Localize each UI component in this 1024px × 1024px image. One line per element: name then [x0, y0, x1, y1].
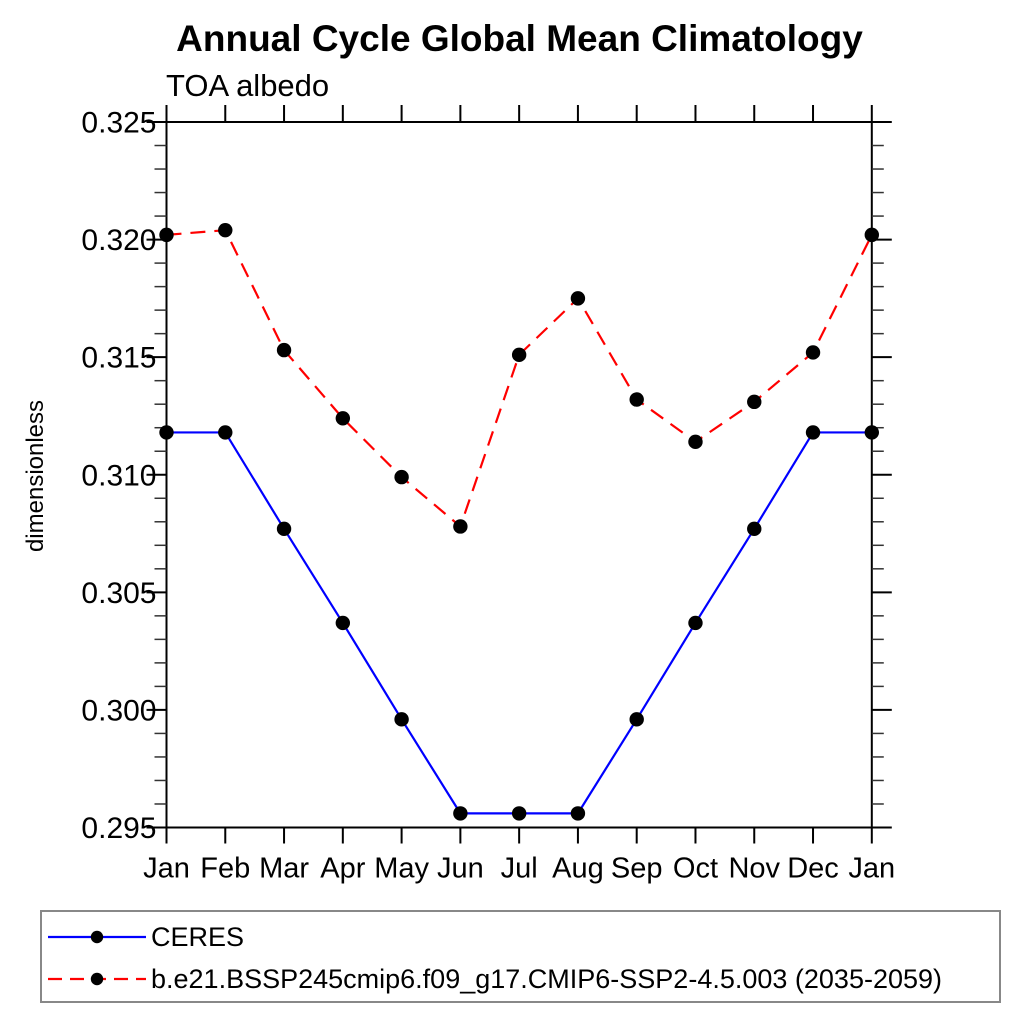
chart-subtitle: TOA albedo [166, 68, 330, 103]
data-point-marker [394, 469, 409, 485]
y-tick-label: 0.300 [81, 694, 156, 727]
legend-label: b.e21.BSSP245cmip6.f09_g17.CMIP6-SSP2-4.… [151, 963, 943, 994]
data-point-marker [218, 425, 233, 440]
legend-swatch-dashed-line-icon [48, 972, 146, 986]
x-tick-label: Aug [552, 853, 604, 885]
data-point-marker [570, 806, 586, 821]
data-point-marker [276, 521, 292, 537]
data-point-marker [570, 291, 586, 306]
data-point-marker [453, 519, 468, 534]
series-line-0 [166, 431, 872, 815]
legend-marker-dot-icon [90, 972, 104, 986]
data-point-marker [453, 806, 468, 821]
x-tick-label: Jan [143, 853, 190, 885]
data-point-marker [629, 392, 644, 407]
data-point-marker [335, 411, 351, 426]
data-point-marker [394, 712, 409, 727]
plot-frame [165, 121, 873, 829]
y-tick-label: 0.320 [81, 224, 156, 257]
chart-title: Annual Cycle Global Mean Climatology [176, 18, 863, 59]
data-point-marker [511, 806, 527, 821]
data-point-marker [805, 345, 821, 360]
data-point-marker [864, 425, 879, 440]
x-tick-label: Jun [437, 853, 484, 885]
data-point-marker [218, 222, 233, 238]
legend-box: CERES b.e21.BSSP245cmip6.f09_g17.CMIP6-S… [40, 910, 1001, 1003]
legend-item-ceres: CERES [46, 921, 244, 953]
data-point-marker [159, 425, 174, 440]
legend-marker-dot-icon [90, 930, 104, 944]
data-point-marker [511, 347, 527, 363]
x-tick-label: Feb [200, 853, 250, 885]
data-point-marker [864, 227, 879, 243]
y-tick-label: 0.325 [81, 107, 156, 140]
data-point-marker [159, 227, 174, 243]
x-tick-label: Nov [728, 853, 780, 885]
legend-swatch-solid-line-icon [48, 930, 146, 944]
x-tick-label: Jul [501, 853, 538, 885]
x-tick-label: Dec [787, 853, 839, 885]
x-tick-label: Apr [320, 853, 365, 885]
y-tick-label: 0.295 [81, 812, 156, 845]
data-point-marker [747, 521, 762, 537]
series-line-1 [166, 229, 873, 529]
x-tick-label: Oct [673, 853, 718, 885]
y-tick-label: 0.310 [81, 459, 156, 492]
y-tick-label: 0.305 [81, 577, 156, 610]
data-point-marker [276, 342, 292, 358]
legend-item-model: b.e21.BSSP245cmip6.f09_g17.CMIP6-SSP2-4.… [46, 963, 942, 995]
data-point-marker [688, 615, 703, 631]
data-point-marker [688, 434, 703, 450]
x-tick-label: Sep [611, 853, 663, 885]
data-point-marker [629, 712, 644, 727]
data-point-marker [805, 425, 821, 440]
data-point-marker [335, 615, 351, 631]
x-tick-label: Jan [848, 853, 895, 885]
x-tick-label: May [374, 853, 429, 885]
y-tick-label: 0.315 [81, 342, 156, 375]
data-point-marker [747, 394, 762, 410]
x-tick-label: Mar [259, 853, 309, 885]
legend-label: CERES [151, 921, 245, 952]
